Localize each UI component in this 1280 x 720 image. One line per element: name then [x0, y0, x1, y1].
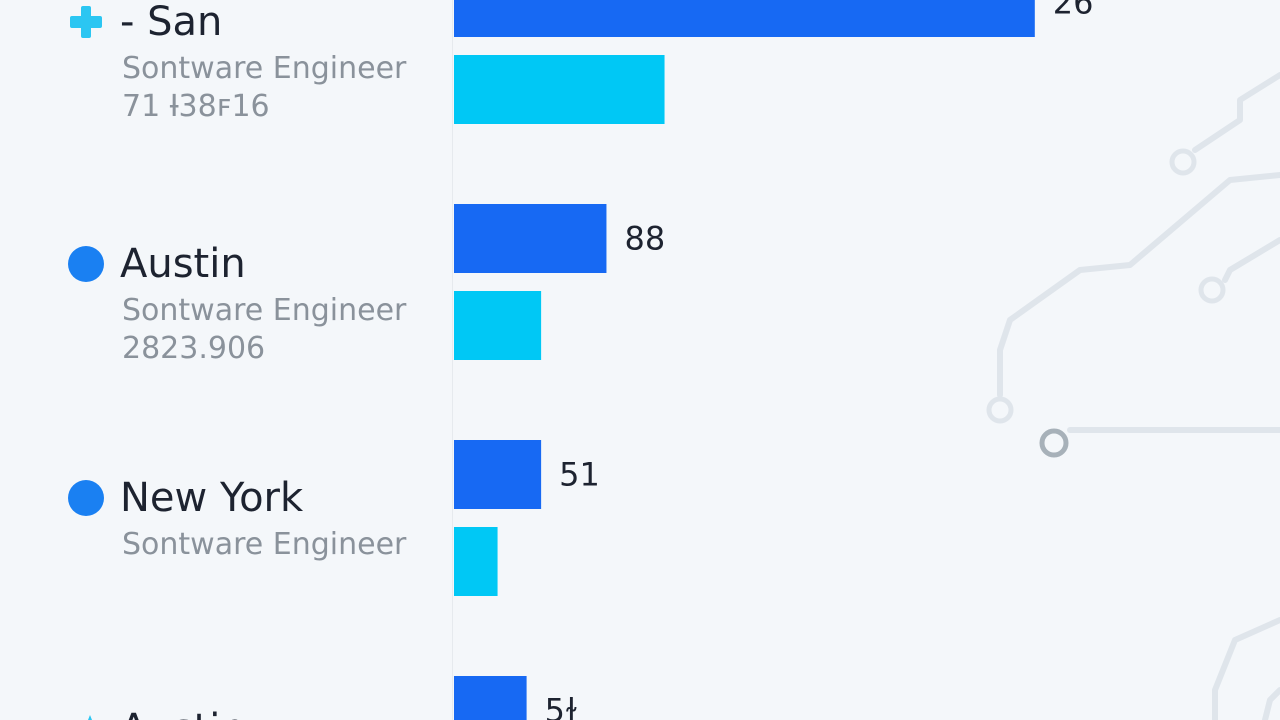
circle-icon [68, 480, 104, 516]
triangle-icon [88, 715, 92, 720]
bar-primary [454, 676, 527, 720]
city-name: New York [120, 475, 304, 521]
salary-value: 2823.906 [122, 331, 266, 366]
axis-line [452, 0, 453, 720]
bar-primary [454, 204, 607, 273]
plus-icon [70, 6, 102, 38]
value-label: 51 [559, 456, 600, 494]
circle-icon [68, 246, 104, 282]
city-name: Austin [120, 241, 246, 287]
bar-secondary [454, 55, 665, 124]
job-title: Sontware Engineer [122, 293, 407, 328]
salary-value: 71 Ɨ38ꜰ16 [122, 89, 270, 124]
value-label: 5ɫ [545, 692, 578, 720]
category-label-austin: Austin Sontware Engineer 2823.906 [66, 240, 436, 368]
category-label-new-york: New York Sontware Engineer [66, 474, 436, 564]
category-label-austin-2: Austin [66, 705, 436, 720]
bar-primary [454, 440, 542, 509]
job-title: Sontware Engineer [122, 51, 407, 86]
bar-secondary [454, 291, 542, 360]
bar-primary [454, 0, 1035, 37]
value-label: 88 [624, 220, 665, 258]
city-name: Austin [120, 705, 246, 720]
city-name: - San [120, 0, 223, 45]
value-label: 26 [1053, 0, 1094, 22]
category-label-san: - San Sontware Engineer 71 Ɨ38ꜰ16 [66, 0, 436, 126]
bar-secondary [454, 527, 498, 596]
job-title: Sontware Engineer [122, 527, 407, 562]
